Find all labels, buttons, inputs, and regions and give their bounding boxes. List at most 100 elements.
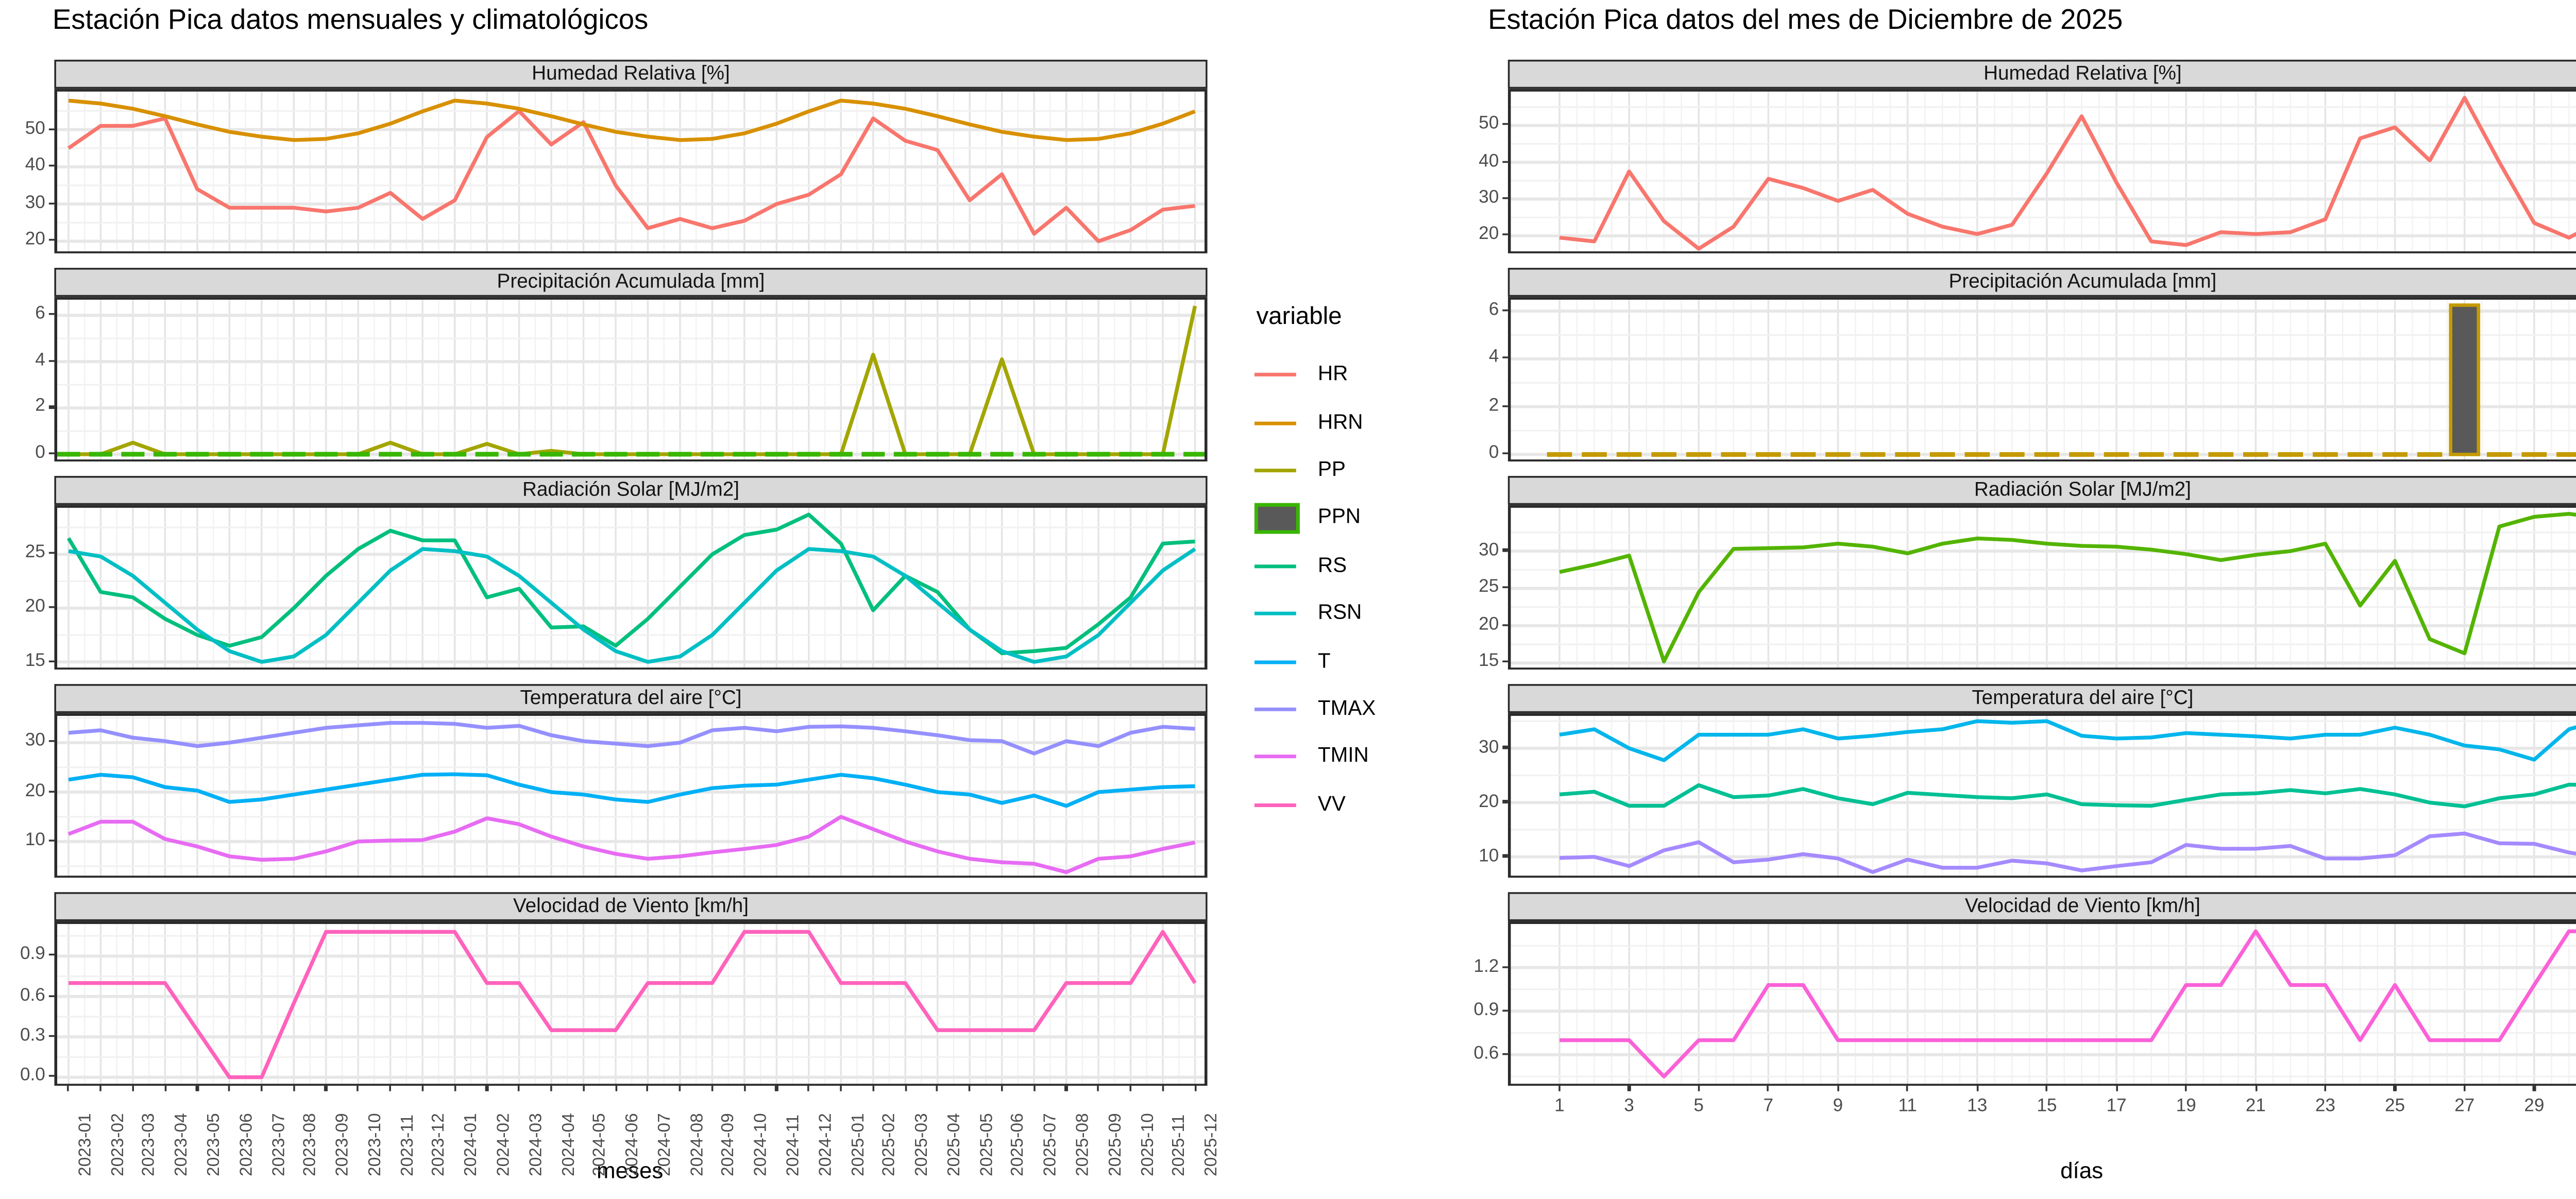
facet-strip-label: Precipitación Acumulada [mm] <box>497 271 765 293</box>
legend-key-line-icon <box>1254 468 1301 472</box>
legend-item-PP: PP <box>1254 447 1376 494</box>
legend-key-line-icon <box>1254 421 1301 425</box>
x-tick-mark <box>196 1086 198 1092</box>
y-tick-mark <box>1501 1009 1508 1012</box>
x-tick-mark <box>647 1086 649 1092</box>
legend-item-HRN: HRN <box>1254 399 1376 447</box>
x-tick-mark <box>743 1086 745 1092</box>
x-tick-mark <box>260 1086 263 1092</box>
facet-strip-precipitaci-n-acumulada-mm-: Precipitación Acumulada [mm] <box>1507 268 2576 296</box>
y-tick-mark <box>48 1075 55 1077</box>
x-tick-label: 25 <box>2385 1097 2405 1117</box>
x-tick-mark <box>228 1086 231 1092</box>
y-tick-mark <box>1501 452 1508 455</box>
x-tick-label: 2024-12 <box>816 1112 836 1176</box>
x-tick-mark <box>389 1086 392 1092</box>
y-tick-mark <box>48 1035 55 1037</box>
x-tick-label: 2023-03 <box>140 1112 160 1176</box>
x-tick-label: 27 <box>2454 1097 2475 1117</box>
y-tick-label: 25 <box>1479 577 1499 598</box>
y-tick-label: 20 <box>1479 225 1499 245</box>
legend-key-line-icon <box>1254 373 1301 377</box>
legend-title: variable <box>1256 302 1342 330</box>
y-tick-label: 40 <box>25 156 45 176</box>
y-tick-mark <box>48 202 55 204</box>
x-tick-mark <box>1628 1086 1631 1092</box>
legend-key-box-icon <box>1254 503 1301 534</box>
legend-key-swatch <box>1254 707 1296 711</box>
x-tick-label: 2023-01 <box>76 1112 96 1176</box>
x-tick-mark <box>2463 1086 2466 1092</box>
x-tick-label: 2023-10 <box>365 1112 385 1176</box>
facet-strip-label: Velocidad de Viento [km/h] <box>1964 895 2200 917</box>
x-tick-label: 2025-10 <box>1138 1112 1158 1176</box>
legend-item-RSN: RSN <box>1254 590 1376 638</box>
y-tick-mark <box>1501 746 1508 749</box>
x-tick-mark <box>2255 1086 2257 1092</box>
y-tick-mark <box>1501 197 1508 199</box>
x-tick-mark <box>1194 1086 1196 1092</box>
legend-item-label: T <box>1317 650 1331 673</box>
y-tick-mark <box>1501 160 1508 163</box>
x-tick-mark <box>357 1086 360 1092</box>
x-tick-label: 2025-02 <box>880 1112 901 1176</box>
x-tick-mark <box>131 1086 134 1092</box>
y-tick-label: 25 <box>25 543 45 563</box>
x-tick-mark <box>807 1086 810 1092</box>
y-tick-label: 10 <box>1479 846 1499 866</box>
legend-key-swatch <box>1254 373 1296 377</box>
x-tick-label: 5 <box>1693 1097 1704 1117</box>
facet-panel-0-2 <box>54 504 1208 670</box>
legend-key-swatch <box>1254 503 1300 534</box>
y-tick-label: 20 <box>25 781 45 801</box>
x-tick-label: 19 <box>2176 1097 2196 1117</box>
y-tick-label: 2 <box>1488 396 1499 416</box>
x-tick-label: 2024-08 <box>687 1112 707 1176</box>
x-tick-mark <box>969 1086 971 1092</box>
y-tick-mark <box>48 790 55 793</box>
y-tick-mark <box>1501 123 1508 126</box>
x-tick-mark <box>1161 1086 1164 1092</box>
y-tick-label: 0.0 <box>20 1066 45 1087</box>
y-tick-mark <box>48 606 55 609</box>
x-tick-mark <box>2394 1086 2396 1092</box>
facet-strip-radiaci-n-solar-mj-m2-: Radiación Solar [MJ/m2] <box>1507 476 2576 504</box>
x-tick-label: 29 <box>2524 1097 2545 1117</box>
x-tick-mark <box>1906 1086 1909 1092</box>
x-tick-mark <box>453 1086 456 1092</box>
facet-strip-humedad-relativa-: Humedad Relativa [%] <box>1507 59 2576 88</box>
x-tick-mark <box>1097 1086 1100 1092</box>
legend-item-PPN: PPN <box>1254 494 1376 542</box>
y-tick-mark <box>48 552 55 555</box>
legend-item-label: VV <box>1317 794 1346 816</box>
y-tick-label: 30 <box>25 731 45 752</box>
x-tick-mark <box>1129 1086 1132 1092</box>
x-tick-label: 2023-05 <box>204 1112 225 1176</box>
figure-monthly-title: Estación Pica datos mensuales y climatol… <box>52 5 649 37</box>
x-tick-label: 7 <box>1763 1097 1774 1117</box>
y-tick-label: 0.9 <box>20 945 45 965</box>
facet-strip-label: Temperatura del aire [°C] <box>520 687 742 709</box>
facet-strip-label: Humedad Relativa [%] <box>1984 63 2182 85</box>
x-tick-label: 2023-06 <box>236 1112 257 1176</box>
x-tick-label: 2024-11 <box>784 1114 804 1176</box>
legend-key-line-icon <box>1254 564 1301 568</box>
y-tick-mark <box>48 127 55 130</box>
y-tick-label: 15 <box>1479 652 1499 672</box>
x-tick-label: 21 <box>2245 1097 2266 1117</box>
facet-strip-radiaci-n-solar-mj-m2-: Radiación Solar [MJ/m2] <box>54 476 1208 504</box>
x-tick-mark <box>1698 1086 1700 1092</box>
x-tick-mark <box>293 1086 295 1092</box>
figure-december-title: Estación Pica datos del mes de Diciembre… <box>1488 5 2123 37</box>
legend-key-swatch <box>1254 564 1296 568</box>
facet-strip-velocidad-de-viento-km-h-: Velocidad de Viento [km/h] <box>54 892 1208 920</box>
x-tick-label: 2023-07 <box>268 1112 289 1176</box>
legend-key-swatch <box>1254 612 1296 616</box>
x-tick-mark <box>1033 1086 1036 1092</box>
y-tick-label: 6 <box>35 304 45 324</box>
y-tick-label: 0.6 <box>20 985 45 1006</box>
x-tick-mark <box>1065 1086 1067 1092</box>
x-tick-mark <box>164 1086 166 1092</box>
y-tick-mark <box>1501 623 1508 626</box>
facet-panel-0-3 <box>54 712 1208 878</box>
